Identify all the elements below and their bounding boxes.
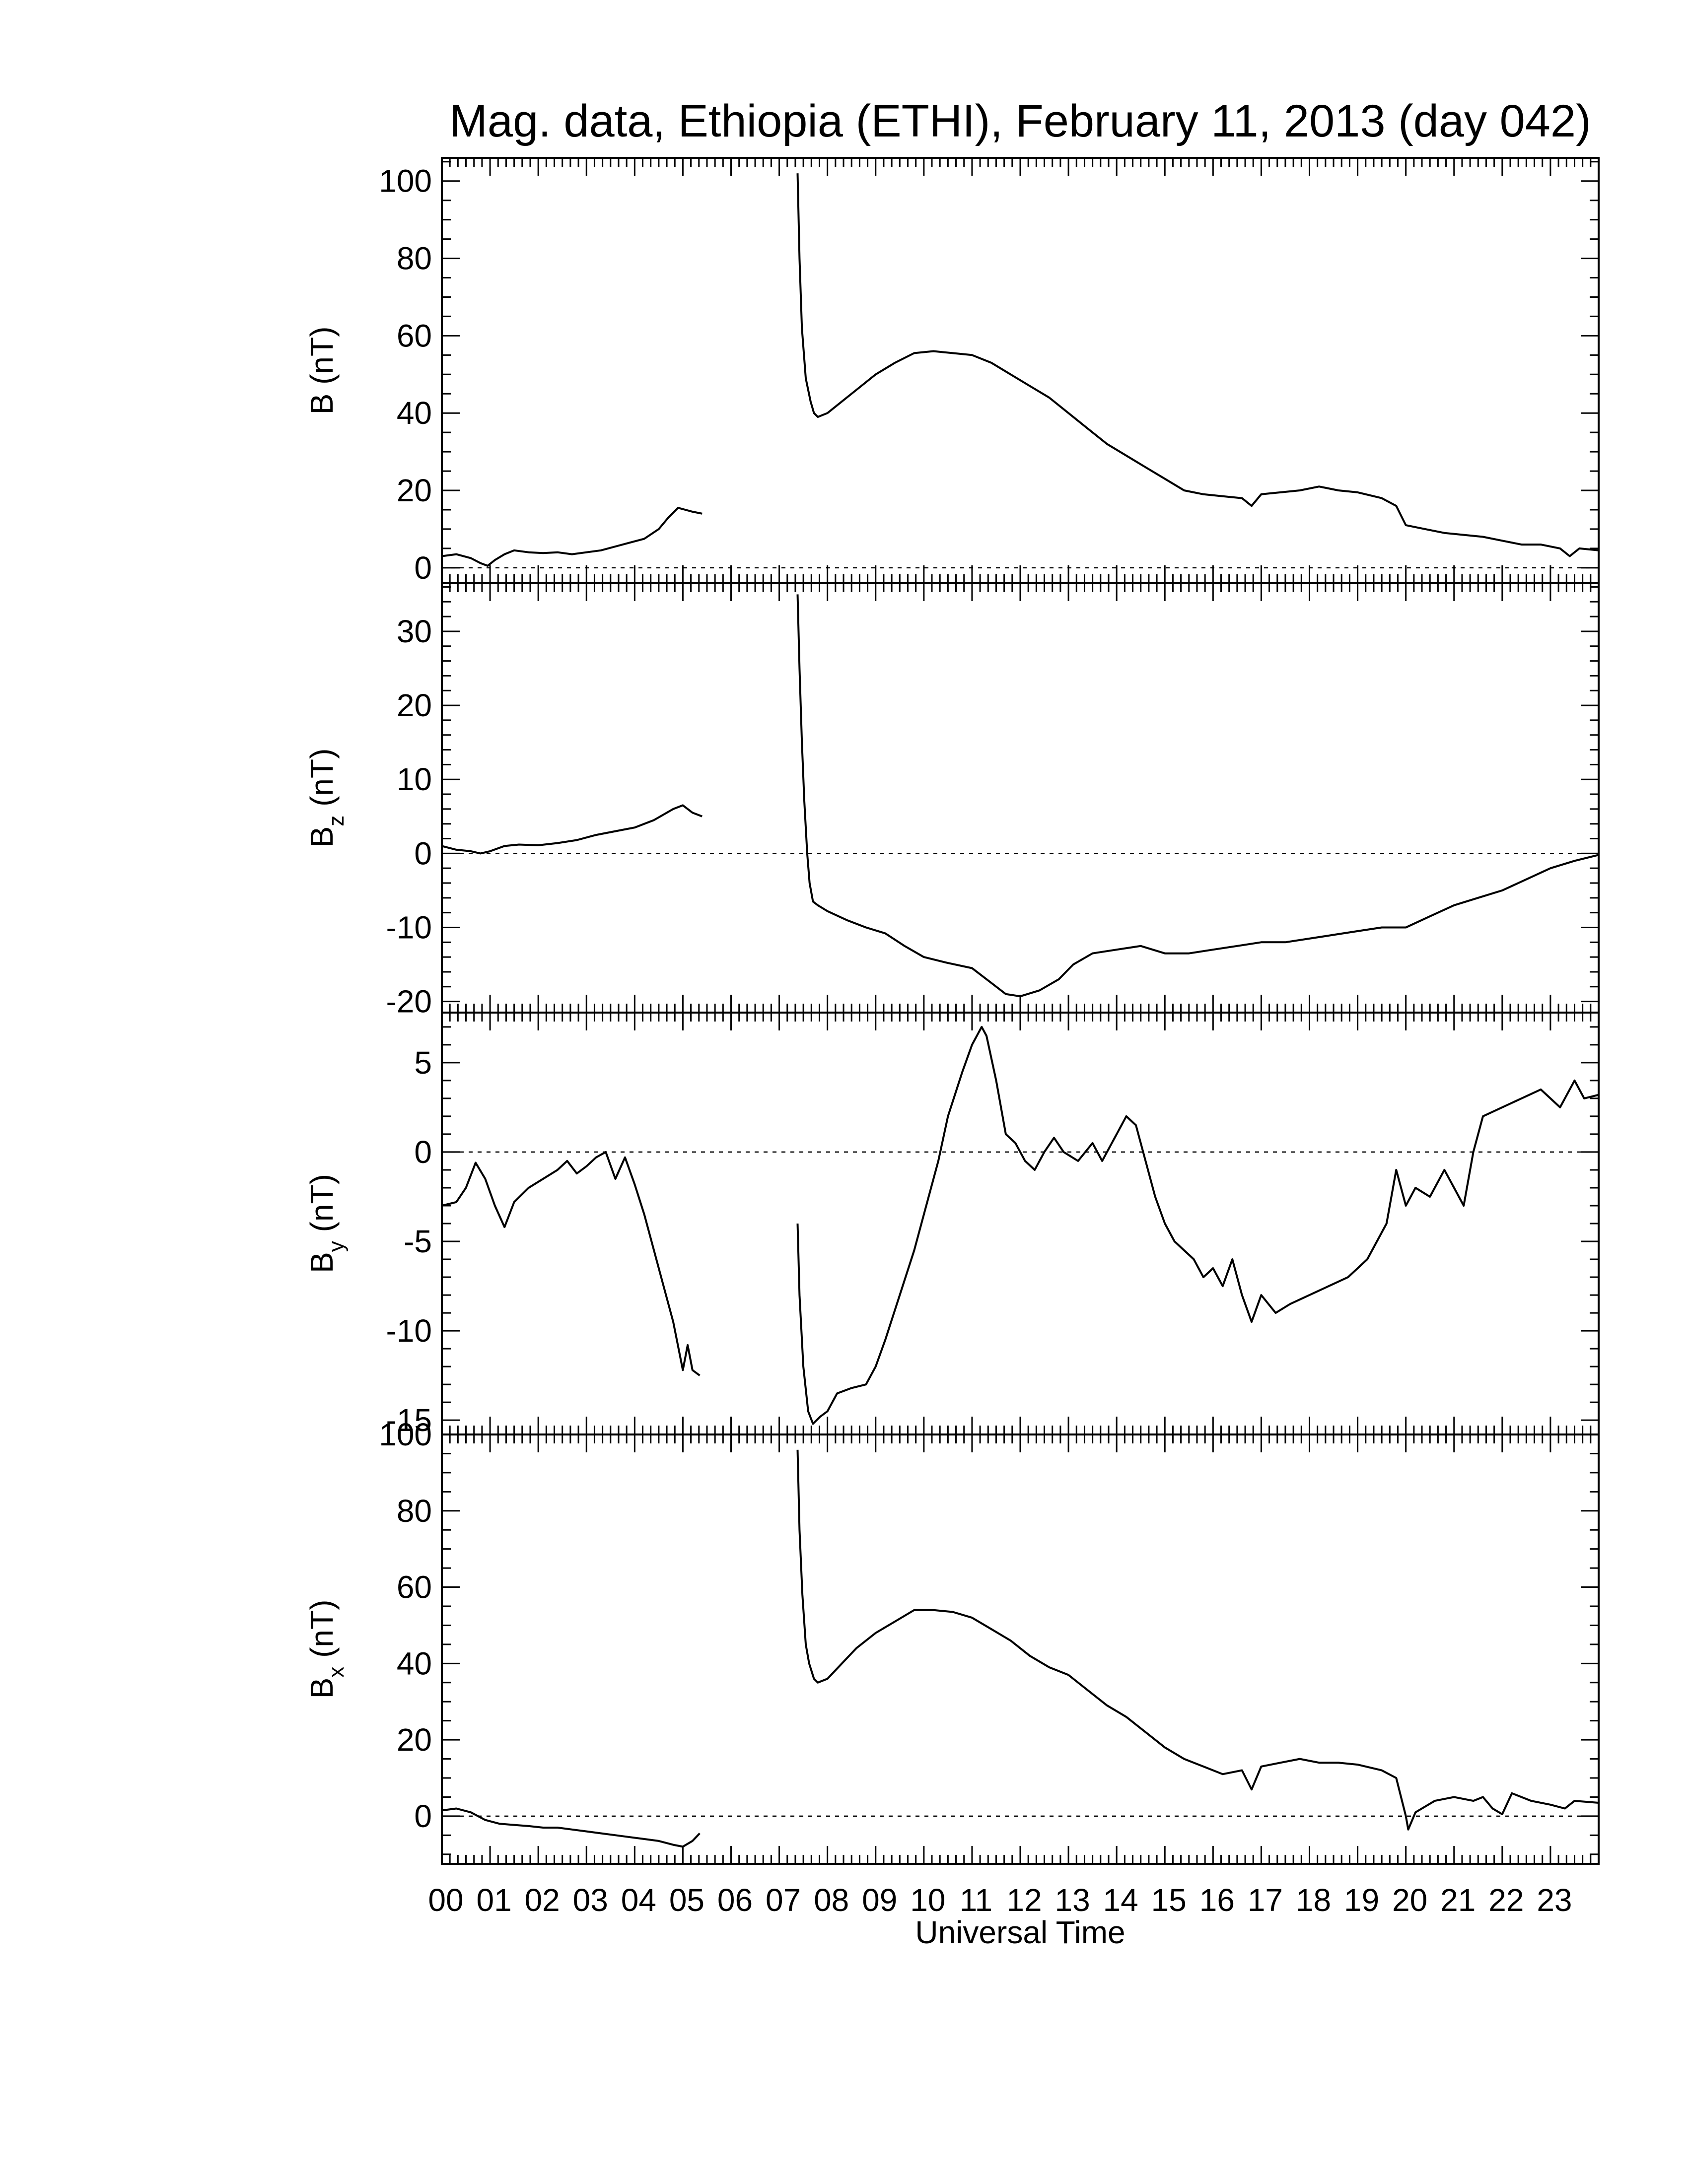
y-tick-label: -20 bbox=[386, 984, 432, 1020]
y-tick-label: 5 bbox=[414, 1045, 432, 1081]
y-ticks-Bz bbox=[442, 586, 1599, 1003]
x-ticks-By bbox=[441, 1013, 1600, 1434]
series-line-Bz-1 bbox=[796, 594, 1599, 998]
x-ticks-B bbox=[441, 158, 1600, 583]
y-axis-title-sub: y bbox=[324, 1241, 349, 1252]
y-tick-label: 0 bbox=[414, 1134, 432, 1170]
y-axis-title-unit: (nT) bbox=[304, 327, 340, 394]
x-tick-label: 23 bbox=[1537, 1882, 1572, 1918]
y-axis-title-main: B bbox=[304, 394, 340, 415]
panel-B: 0 20 40 60 80 100 B (nT) bbox=[304, 157, 1600, 586]
y-tick-label: 100 bbox=[379, 163, 432, 199]
y-axis-title-sub: x bbox=[324, 1667, 349, 1678]
x-tick-label: 05 bbox=[669, 1882, 704, 1918]
y-axis-title-By: By (nT) bbox=[304, 1174, 349, 1273]
y-tick-label: 20 bbox=[397, 687, 432, 723]
x-tick-label: 13 bbox=[1055, 1882, 1090, 1918]
x-ticks-Bz bbox=[441, 583, 1600, 1013]
x-tick-label: 03 bbox=[573, 1882, 608, 1918]
y-axis-title-B: B (nT) bbox=[304, 327, 340, 415]
x-tick-label: 12 bbox=[1006, 1882, 1042, 1918]
x-axis-title: Universal Time bbox=[915, 1914, 1125, 1950]
y-tick-label: 60 bbox=[397, 1570, 432, 1605]
x-tick-label: 07 bbox=[766, 1882, 801, 1918]
y-tick-label: 0 bbox=[414, 1798, 432, 1834]
y-axis-title-Bz: Bz (nT) bbox=[304, 749, 349, 848]
x-tick-label: 11 bbox=[960, 1882, 992, 1918]
panel-Bx: 0 20 40 60 80 100 Bx (nT) 00 01 02 03 04 05 06 07 08 09 1… bbox=[304, 1417, 1600, 1918]
y-ticks-Bx bbox=[442, 1433, 1599, 1855]
series-line-Bz-0 bbox=[441, 804, 703, 855]
series-line-By-0 bbox=[441, 1151, 701, 1376]
x-tick-label: 06 bbox=[717, 1882, 753, 1918]
x-tick-label: 01 bbox=[476, 1882, 511, 1918]
x-tick-label: 14 bbox=[1103, 1882, 1138, 1918]
y-tick-label: -15 bbox=[386, 1402, 432, 1438]
series-line-B-1 bbox=[796, 173, 1599, 557]
y-axis-title-Bx: Bx (nT) bbox=[304, 1600, 349, 1699]
x-tick-label: 22 bbox=[1488, 1882, 1524, 1918]
x-tick-label: 04 bbox=[621, 1882, 656, 1918]
series-line-Bx-0 bbox=[441, 1807, 701, 1848]
y-axis-title-sub: z bbox=[324, 816, 349, 826]
y-tick-label: 80 bbox=[397, 1493, 432, 1529]
x-tick-label: 08 bbox=[814, 1882, 849, 1918]
y-ticks-By bbox=[442, 1026, 1599, 1421]
y-tick-label: 100 bbox=[379, 1417, 432, 1452]
x-tick-label: 10 bbox=[910, 1882, 945, 1918]
x-tick-label: 15 bbox=[1151, 1882, 1187, 1918]
y-tick-label: 40 bbox=[397, 395, 432, 431]
x-tick-label: 00 bbox=[428, 1882, 463, 1918]
y-ticks-B bbox=[442, 161, 1599, 569]
x-tick-label: 09 bbox=[862, 1882, 897, 1918]
x-tick-label: 19 bbox=[1344, 1882, 1379, 1918]
x-tick-label: 02 bbox=[525, 1882, 560, 1918]
y-tick-label: 40 bbox=[397, 1645, 432, 1681]
y-axis-title-unit: (nT) bbox=[304, 1600, 340, 1667]
x-tick-label: 20 bbox=[1392, 1882, 1427, 1918]
x-tick-label: 21 bbox=[1440, 1882, 1476, 1918]
y-axis-title-unit: (nT) bbox=[304, 749, 340, 816]
y-axis-title-main: B bbox=[304, 1252, 340, 1273]
y-tick-label: 20 bbox=[397, 473, 432, 508]
figure-title: Mag. data, Ethiopia (ETHI), February 11,… bbox=[449, 96, 1591, 146]
y-tick-label: 10 bbox=[397, 761, 432, 797]
y-tick-label: -10 bbox=[386, 909, 432, 945]
y-tick-label: -10 bbox=[386, 1313, 432, 1349]
y-tick-label: 0 bbox=[414, 550, 432, 586]
y-tick-label: -5 bbox=[404, 1224, 432, 1259]
series-line-By-1 bbox=[796, 1025, 1599, 1425]
y-tick-label: 80 bbox=[397, 241, 432, 276]
y-axis-title-main: B bbox=[304, 1678, 340, 1699]
series-line-B-0 bbox=[441, 507, 703, 567]
x-tick-label: 16 bbox=[1199, 1882, 1235, 1918]
y-tick-label: 20 bbox=[397, 1722, 432, 1758]
y-tick-label: 0 bbox=[414, 835, 432, 871]
x-tick-label: 17 bbox=[1248, 1882, 1283, 1918]
x-tick-label: 18 bbox=[1296, 1882, 1331, 1918]
series-line-Bx-1 bbox=[796, 1449, 1599, 1831]
y-tick-label: 60 bbox=[397, 318, 432, 353]
y-axis-title-unit: (nT) bbox=[304, 1174, 340, 1241]
y-tick-label: 30 bbox=[397, 614, 432, 649]
y-axis-title-main: B bbox=[304, 826, 340, 848]
